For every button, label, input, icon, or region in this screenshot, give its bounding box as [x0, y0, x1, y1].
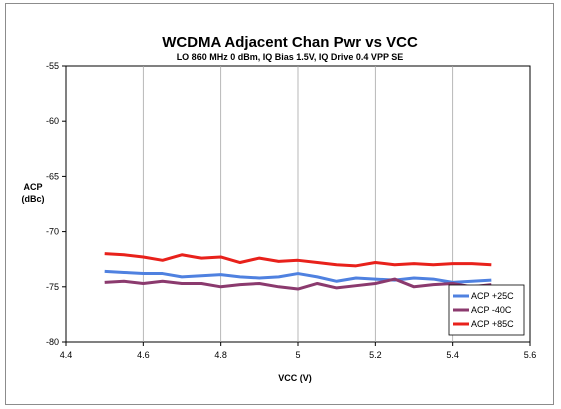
chart-subtitle: LO 860 MHz 0 dBm, IQ Bias 1.5V, IQ Drive…: [177, 52, 404, 62]
y-axis-ticks: -55 -60 -65 -70 -75 -80: [46, 61, 66, 347]
x-tick-label: 5.6: [524, 350, 537, 360]
y-tick-label: -65: [46, 171, 59, 181]
y-tick-label: -70: [46, 227, 59, 237]
x-tick-label: 5.2: [369, 350, 382, 360]
series-lines: [104, 252, 492, 291]
x-tick-label: 5: [295, 350, 300, 360]
legend: ACP +25C ACP -40C ACP +85C: [448, 284, 525, 336]
x-axis-ticks: 4.4 4.6 4.8 5 5.2 5.4 5.6: [60, 342, 537, 360]
legend-label-acp-25c: ACP +25C: [471, 291, 514, 301]
y-tick-label: -55: [46, 61, 59, 71]
legend-label-acp-40c: ACP -40C: [471, 305, 512, 315]
x-tick-label: 4.6: [137, 350, 150, 360]
x-tick-label: 5.4: [446, 350, 459, 360]
chart-title: WCDMA Adjacent Chan Pwr vs VCC: [162, 34, 418, 51]
series-line-acp-40c: [104, 277, 492, 291]
x-axis-label: VCC (V): [278, 373, 312, 383]
y-tick-label: -60: [46, 116, 59, 126]
x-tick-label: 4.8: [214, 350, 227, 360]
y-axis-label-line-1: ACP: [23, 182, 42, 192]
y-axis-label-line-2: (dBc): [22, 194, 45, 204]
legend-label-acp-85c: ACP +85C: [471, 319, 514, 329]
y-tick-label: -75: [46, 282, 59, 292]
series-line-acp-85c: [104, 252, 492, 268]
y-tick-label: -80: [46, 337, 59, 347]
series-line-acp-25c: [104, 269, 492, 284]
x-tick-label: 4.4: [60, 350, 73, 360]
